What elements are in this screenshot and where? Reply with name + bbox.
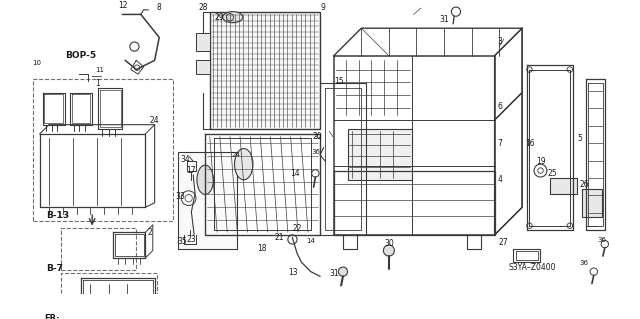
Ellipse shape bbox=[197, 165, 213, 195]
Text: 28: 28 bbox=[198, 4, 208, 12]
Text: 9: 9 bbox=[320, 4, 325, 12]
Bar bbox=[196, 33, 210, 51]
Text: 35: 35 bbox=[178, 237, 188, 246]
Bar bbox=[348, 129, 412, 180]
Text: 14: 14 bbox=[306, 238, 315, 244]
Text: 36: 36 bbox=[579, 260, 588, 266]
Text: B-7: B-7 bbox=[46, 264, 63, 273]
Text: 2: 2 bbox=[147, 228, 152, 237]
Text: 8: 8 bbox=[156, 4, 161, 12]
Text: 4: 4 bbox=[497, 175, 502, 184]
Text: 34: 34 bbox=[180, 155, 190, 164]
Text: 6: 6 bbox=[497, 102, 502, 111]
Text: 33: 33 bbox=[176, 192, 186, 201]
Text: 7: 7 bbox=[497, 138, 502, 148]
Text: 23: 23 bbox=[187, 235, 196, 244]
Text: FR·: FR· bbox=[44, 314, 60, 319]
Circle shape bbox=[567, 67, 573, 72]
Circle shape bbox=[527, 223, 532, 228]
Text: 5: 5 bbox=[577, 134, 582, 143]
Text: S3YA–Z0400: S3YA–Z0400 bbox=[508, 263, 556, 271]
Text: 24: 24 bbox=[149, 115, 159, 125]
Text: 30: 30 bbox=[384, 239, 394, 248]
Text: 20: 20 bbox=[312, 132, 322, 141]
Text: 31: 31 bbox=[439, 15, 449, 24]
Text: 14: 14 bbox=[290, 169, 300, 178]
Text: 15: 15 bbox=[334, 77, 344, 86]
Bar bbox=[61, 273, 157, 319]
Bar bbox=[582, 189, 602, 217]
Text: 26: 26 bbox=[579, 180, 589, 189]
Ellipse shape bbox=[235, 149, 253, 180]
Text: 31: 31 bbox=[329, 269, 339, 278]
Circle shape bbox=[527, 67, 532, 72]
Circle shape bbox=[339, 267, 348, 276]
Ellipse shape bbox=[223, 12, 243, 23]
Text: 18: 18 bbox=[257, 244, 267, 253]
Text: 12: 12 bbox=[118, 1, 127, 10]
Text: B-13: B-13 bbox=[46, 211, 69, 220]
Bar bbox=[196, 60, 210, 74]
Text: 32: 32 bbox=[314, 134, 323, 140]
Text: 25: 25 bbox=[548, 169, 557, 178]
Circle shape bbox=[227, 13, 234, 21]
Text: 13: 13 bbox=[288, 268, 298, 277]
Text: 10: 10 bbox=[33, 60, 42, 66]
Text: 3: 3 bbox=[497, 38, 502, 47]
Text: 16: 16 bbox=[525, 138, 534, 148]
Circle shape bbox=[567, 223, 573, 228]
Text: 36: 36 bbox=[598, 236, 607, 242]
Bar bbox=[550, 178, 577, 195]
Text: 11: 11 bbox=[95, 67, 104, 72]
Text: 27: 27 bbox=[499, 238, 508, 247]
Bar bbox=[210, 12, 320, 129]
Text: 19: 19 bbox=[536, 157, 545, 166]
Bar bbox=[33, 79, 173, 221]
Text: 29: 29 bbox=[214, 13, 224, 22]
Circle shape bbox=[383, 245, 394, 256]
Text: BOP-5: BOP-5 bbox=[65, 51, 97, 60]
Text: 22: 22 bbox=[292, 224, 302, 233]
Text: 1: 1 bbox=[95, 79, 100, 88]
Text: 17: 17 bbox=[186, 166, 196, 175]
Text: 36: 36 bbox=[311, 149, 320, 155]
Bar bbox=[178, 152, 237, 249]
Text: 24: 24 bbox=[232, 152, 241, 158]
Bar bbox=[61, 228, 136, 270]
Text: 21: 21 bbox=[274, 233, 284, 242]
